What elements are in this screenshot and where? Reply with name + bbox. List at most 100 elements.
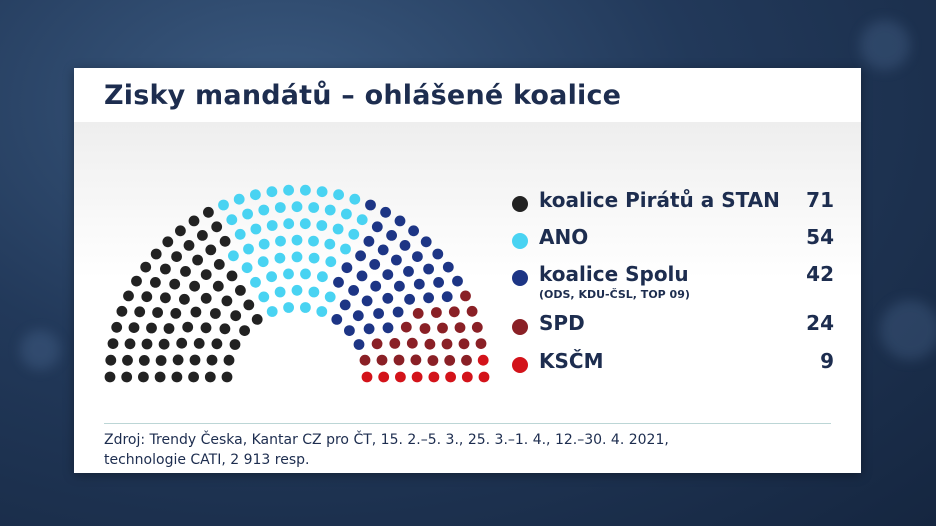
seat-2 [291, 201, 303, 213]
seat-1 [221, 295, 233, 307]
legend-item-spolu: koalice Spolu (ODS, KDU-ČSL, TOP 09) 42 [512, 262, 834, 301]
legend-label: SPD [539, 311, 585, 335]
seat-3 [382, 292, 394, 304]
seat-1 [230, 310, 242, 322]
seat-1 [141, 291, 153, 303]
seat-1 [123, 290, 134, 302]
seat-2 [228, 250, 239, 262]
seat-4 [431, 307, 442, 318]
seat-3 [333, 276, 344, 288]
seat-2 [324, 204, 336, 216]
seat-1 [188, 215, 200, 227]
seat-1 [172, 354, 184, 366]
seat-1 [204, 371, 216, 383]
seat-1 [219, 323, 231, 335]
seat-1 [213, 259, 225, 270]
seat-1 [200, 292, 212, 304]
seat-2 [340, 243, 351, 255]
seat-2 [300, 184, 311, 196]
seat-1 [155, 355, 167, 366]
seat-4 [454, 322, 466, 333]
seat-2 [348, 228, 360, 240]
seat-5 [428, 371, 440, 383]
seat-2 [283, 218, 295, 230]
seat-3 [412, 251, 423, 262]
seat-2 [332, 223, 344, 235]
seat-4 [448, 306, 460, 318]
seat-1 [160, 263, 171, 275]
seat-1 [183, 240, 195, 251]
seat-1 [169, 278, 181, 290]
legend-value: 71 [806, 188, 834, 212]
seat-5 [478, 371, 490, 383]
seat-1 [189, 354, 201, 366]
seat-2 [283, 302, 294, 313]
parliament-chart [104, 184, 490, 383]
seat-2 [316, 220, 328, 231]
seat-1 [131, 275, 142, 287]
seat-5 [395, 371, 406, 383]
seat-1 [175, 225, 186, 237]
seat-3 [394, 215, 406, 227]
seat-1 [203, 206, 214, 218]
legend-label: koalice Pirátů a STAN [539, 188, 780, 212]
seat-4 [419, 323, 431, 334]
seat-3 [331, 314, 343, 325]
seat-2 [250, 223, 262, 235]
seat-4 [437, 322, 448, 334]
parliament-seats [104, 184, 490, 383]
seat-5 [411, 371, 423, 383]
title-bar: Zisky mandátů – ohlášené koalice [74, 68, 861, 122]
seat-3 [403, 266, 414, 277]
legend-dot-spd [512, 319, 528, 335]
seat-2 [250, 189, 261, 201]
seat-2 [291, 251, 303, 263]
seat-4 [406, 337, 418, 349]
seat-1 [170, 308, 182, 319]
seat-1 [104, 371, 116, 383]
seat-2 [308, 286, 320, 298]
chart-title: Zisky mandátů – ohlášené koalice [104, 80, 622, 111]
seat-1 [197, 230, 208, 241]
seat-2 [300, 268, 311, 280]
seat-2 [266, 186, 278, 198]
legend-dot-pirati-stan [512, 196, 528, 212]
seat-2 [299, 218, 311, 230]
seat-1 [193, 338, 205, 349]
seat-2 [250, 276, 261, 288]
seat-4 [444, 355, 456, 366]
seat-2 [258, 204, 270, 216]
seat-4 [371, 338, 383, 350]
seat-1 [122, 354, 133, 366]
seat-3 [339, 299, 351, 311]
seat-2 [325, 256, 337, 268]
legend-label: ANO [539, 225, 589, 249]
seat-1 [180, 266, 191, 277]
seat-3 [386, 230, 397, 241]
seat-3 [391, 254, 402, 266]
seat-1 [223, 354, 235, 366]
seat-2 [333, 189, 344, 201]
seat-1 [154, 371, 166, 383]
seat-1 [210, 308, 221, 319]
seat-4 [410, 354, 422, 366]
seat-4 [471, 321, 483, 333]
seat-1 [162, 236, 174, 248]
seat-3 [442, 261, 454, 273]
seat-1 [152, 307, 163, 318]
seat-4 [441, 338, 453, 350]
seat-4 [376, 354, 388, 366]
seat-1 [211, 338, 223, 350]
seat-4 [393, 354, 405, 366]
seat-5 [445, 371, 456, 383]
legend-item-pirati-stan: koalice Pirátů a STAN 71 [512, 188, 834, 218]
seat-3 [404, 293, 415, 305]
legend-value: 54 [806, 225, 834, 249]
seat-1 [226, 270, 238, 282]
seat-1 [116, 305, 128, 317]
seat-2 [356, 214, 368, 226]
seat-1 [107, 338, 119, 349]
legend-sublabel: (ODS, KDU-ČSL, TOP 09) [539, 288, 690, 301]
seat-1 [243, 299, 255, 311]
seat-2 [316, 186, 328, 198]
